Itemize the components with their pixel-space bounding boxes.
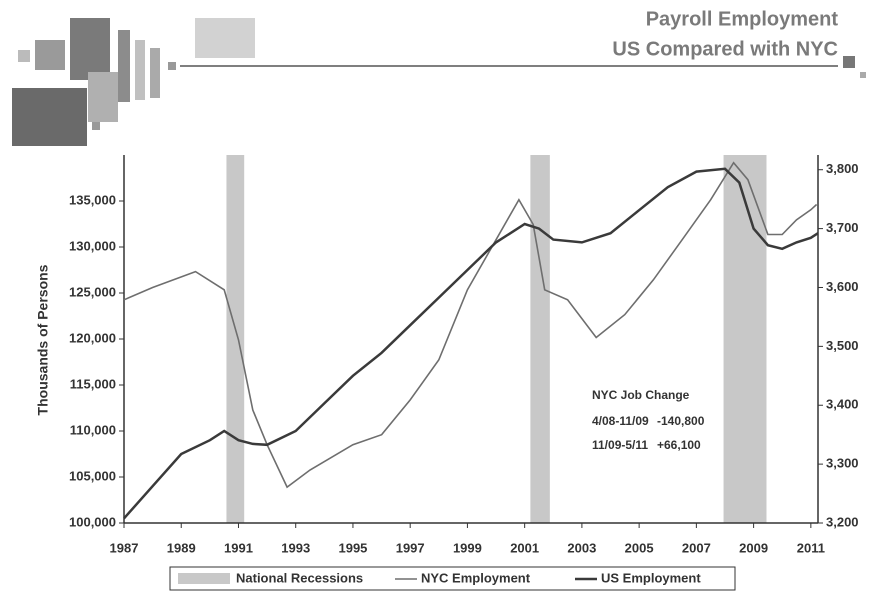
y2-tick-label: 3,700 [826, 220, 859, 235]
x-tick-label: 2007 [682, 540, 711, 555]
x-tick-label: 2005 [625, 540, 654, 555]
x-tick-label: 1993 [281, 540, 310, 555]
logo [12, 18, 866, 146]
recession-band [723, 155, 767, 523]
series-line [123, 161, 818, 489]
annotation-period: 11/09-5/11 [592, 438, 648, 452]
x-tick-label: 1991 [224, 540, 253, 555]
y-tick-label: 130,000 [69, 238, 116, 253]
y-tick-label: 125,000 [69, 284, 116, 299]
x-tick-label: 2001 [510, 540, 539, 555]
x-tick-label: 1987 [110, 540, 139, 555]
y2-tick-label: 3,200 [826, 514, 859, 529]
y2-tick-label: 3,300 [826, 456, 859, 471]
recession-band [226, 155, 245, 523]
y-tick-label: 110,000 [70, 422, 116, 437]
y-tick-label: 115,000 [70, 376, 116, 391]
legend-label: NYC Employment [421, 570, 531, 585]
recession-band [530, 155, 550, 523]
annotation-change: -140,800 [657, 414, 705, 428]
legend-swatch [178, 573, 230, 584]
x-tick-label: 1997 [396, 540, 425, 555]
x-tick-label: 1989 [167, 540, 196, 555]
x-tick-label: 2003 [567, 540, 596, 555]
annotation-period: 4/08-11/09 [592, 414, 649, 428]
legend-box [169, 566, 736, 591]
y-tick-label: 135,000 [69, 192, 116, 207]
x-tick-label: 2011 [797, 540, 825, 555]
legend-label: National Recessions [236, 570, 363, 585]
series-line [123, 167, 819, 520]
legend-label: US Employment [601, 570, 701, 585]
y-tick-label: 120,000 [69, 330, 116, 345]
y-tick-label: 100,000 [69, 514, 116, 529]
chart-title: Payroll Employment [646, 8, 839, 30]
y2-tick-label: 3,800 [826, 161, 859, 176]
x-tick-label: 1995 [338, 540, 367, 555]
annotation-title: NYC Job Change [592, 388, 690, 402]
y2-tick-label: 3,500 [826, 338, 859, 353]
y-tick-label: 105,000 [69, 468, 116, 483]
x-tick-label: 1999 [453, 540, 482, 555]
y2-tick-label: 3,600 [826, 279, 859, 294]
x-tick-label: 2009 [739, 540, 768, 555]
y2-tick-label: 3,400 [826, 397, 859, 412]
y-axis-label: Thousands of Persons [35, 264, 51, 415]
annotation-change: +66,100 [657, 438, 701, 452]
chart-subtitle: US Compared with NYC [612, 38, 838, 60]
